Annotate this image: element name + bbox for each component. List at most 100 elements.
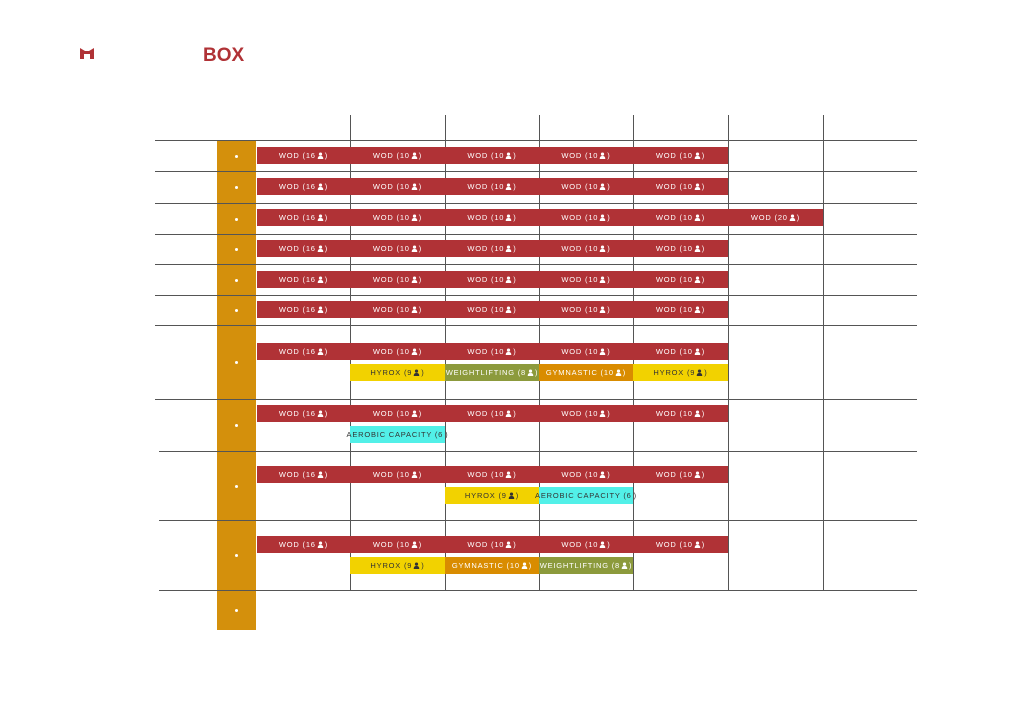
class-slot: WOD (20) xyxy=(728,209,823,226)
class-slot: WOD (10) xyxy=(350,466,445,483)
person-icon xyxy=(599,471,606,478)
class-slot: WOD (10) xyxy=(633,343,728,360)
class-label: WOD (10 xyxy=(467,540,505,549)
class-slot: WOD (10) xyxy=(539,405,633,422)
class-close: ) xyxy=(324,305,329,314)
class-label: WOD (16 xyxy=(278,213,316,222)
class-close: ) xyxy=(633,491,637,500)
class-slot: WOD (10) xyxy=(350,536,445,553)
class-label: WOD (10 xyxy=(467,213,505,222)
class-close: ) xyxy=(704,368,708,377)
class-close: ) xyxy=(607,409,611,418)
class-label: WOD (10 xyxy=(372,470,410,479)
person-icon xyxy=(694,471,701,478)
person-icon xyxy=(413,369,420,376)
person-icon xyxy=(317,348,324,355)
person-icon xyxy=(599,152,606,159)
class-label: WOD (10 xyxy=(561,409,599,418)
class-slot: WOD (10) xyxy=(539,178,633,195)
class-close: ) xyxy=(701,213,706,222)
class-label: WOD (10 xyxy=(655,540,693,549)
class-label: WOD (10 xyxy=(655,182,693,191)
class-label: WOD (10 xyxy=(655,275,693,284)
person-icon xyxy=(599,410,606,417)
person-icon xyxy=(317,410,324,417)
person-icon xyxy=(505,306,512,313)
person-icon xyxy=(694,152,701,159)
class-label: WOD (16 xyxy=(278,244,316,253)
class-close: ) xyxy=(513,347,517,356)
class-label: WOD (10 xyxy=(655,347,693,356)
person-icon xyxy=(694,306,701,313)
person-icon xyxy=(505,276,512,283)
class-label: WOD (10 xyxy=(372,182,410,191)
person-icon xyxy=(615,369,622,376)
class-close: ) xyxy=(513,305,517,314)
person-icon xyxy=(599,306,606,313)
person-icon xyxy=(413,562,420,569)
class-slot: WOD (10) xyxy=(539,209,633,226)
class-close: ) xyxy=(629,561,633,570)
class-close: ) xyxy=(513,275,517,284)
person-icon xyxy=(411,276,418,283)
class-slot: WOD (10) xyxy=(633,147,728,164)
class-label: WOD (10 xyxy=(467,275,505,284)
class-slot: HYROX (9) xyxy=(445,487,539,504)
row-line xyxy=(155,140,917,141)
class-label: WOD (10 xyxy=(561,540,599,549)
class-slot: WOD (10) xyxy=(350,343,445,360)
class-slot: WOD (16) xyxy=(257,343,350,360)
row-line xyxy=(159,451,917,452)
class-label: WOD (10 xyxy=(655,305,693,314)
class-close: ) xyxy=(513,182,517,191)
class-label: WOD (10 xyxy=(561,305,599,314)
class-close: ) xyxy=(622,368,627,377)
person-icon xyxy=(527,369,534,376)
class-close: ) xyxy=(445,430,449,439)
class-label: WOD (16 xyxy=(278,151,316,160)
person-icon xyxy=(505,541,512,548)
class-slot: WOD (10) xyxy=(539,466,633,483)
class-slot: GYMNASTIC (10) xyxy=(445,557,539,574)
class-label: WOD (16 xyxy=(278,275,316,284)
person-icon xyxy=(411,183,418,190)
class-close: ) xyxy=(607,213,611,222)
class-slot: WEIGHTLIFTING (8) xyxy=(539,557,633,574)
class-close: ) xyxy=(535,368,539,377)
class-slot: HYROX (9) xyxy=(350,557,445,574)
class-label: GYMNASTIC (10 xyxy=(545,368,614,377)
class-slot: WOD (10) xyxy=(445,209,539,226)
class-label: WOD (10 xyxy=(561,275,599,284)
class-close: ) xyxy=(528,561,533,570)
class-slot: WOD (16) xyxy=(257,240,350,257)
class-close: ) xyxy=(418,409,423,418)
row-line xyxy=(159,590,917,591)
class-label: WOD (10 xyxy=(655,409,693,418)
person-icon xyxy=(521,562,528,569)
class-label: WOD (10 xyxy=(467,305,505,314)
class-close: ) xyxy=(513,213,517,222)
class-slot: WOD (16) xyxy=(257,301,350,318)
person-icon xyxy=(411,214,418,221)
class-label: WOD (10 xyxy=(561,213,599,222)
class-close: ) xyxy=(607,182,611,191)
person-icon xyxy=(505,183,512,190)
class-slot: WOD (10) xyxy=(445,147,539,164)
class-label: WOD (10 xyxy=(561,151,599,160)
class-label: WOD (10 xyxy=(561,470,599,479)
class-slot: WOD (10) xyxy=(539,343,633,360)
class-slot: WOD (10) xyxy=(350,209,445,226)
class-label: AEROBIC CAPACITY (6 xyxy=(535,491,632,500)
class-slot: AEROBIC CAPACITY (6) xyxy=(346,426,449,443)
class-label: WOD (10 xyxy=(467,182,505,191)
class-label: WOD (10 xyxy=(372,213,410,222)
class-label: AEROBIC CAPACITY (6 xyxy=(346,430,444,439)
person-icon xyxy=(694,183,701,190)
person-icon xyxy=(599,541,606,548)
person-icon xyxy=(599,348,606,355)
class-slot: WOD (10) xyxy=(445,536,539,553)
class-close: ) xyxy=(513,151,517,160)
class-close: ) xyxy=(324,151,329,160)
time-dot xyxy=(235,186,238,189)
person-icon xyxy=(411,245,418,252)
